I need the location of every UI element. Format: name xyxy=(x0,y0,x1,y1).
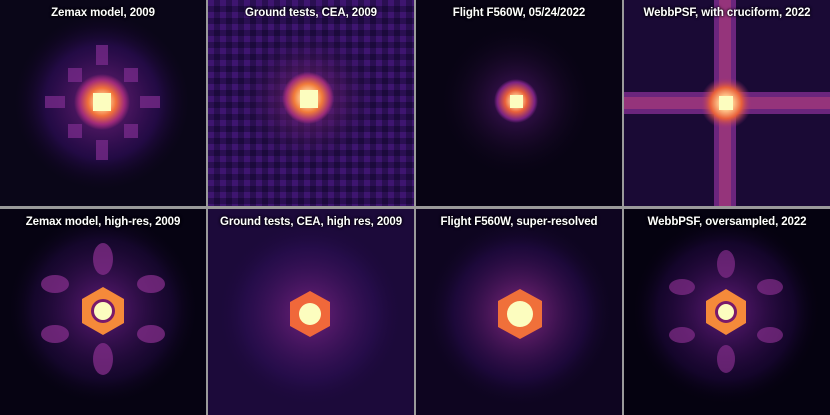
psf-image-ground-tests xyxy=(208,0,414,206)
psf-image-webbpsf-cruciform xyxy=(624,0,830,206)
panel-title: Zemax model, 2009 xyxy=(51,7,155,19)
psf-image-webbpsf-oversampled xyxy=(624,209,830,415)
panel-title: Ground tests, CEA, high res, 2009 xyxy=(219,216,403,228)
panel-title: WebbPSF, oversampled, 2022 xyxy=(647,216,807,228)
panel-zemax-model: Zemax model, 2009 xyxy=(0,0,206,206)
psf-image-flight xyxy=(416,0,622,206)
panel-title: Flight F560W, super-resolved xyxy=(440,216,598,228)
panel-ground-tests-high-res: Ground tests, CEA, high res, 2009 xyxy=(208,209,414,415)
panel-title: Zemax model, high-res, 2009 xyxy=(25,216,181,228)
panel-title: Ground tests, CEA, 2009 xyxy=(245,7,377,19)
panel-zemax-high-res: Zemax model, high-res, 2009 xyxy=(0,209,206,415)
psf-image-zemax-high-res xyxy=(0,209,206,415)
panel-flight-super-resolved: Flight F560W, super-resolved xyxy=(416,209,622,415)
psf-image-zemax xyxy=(0,0,206,206)
panel-title: WebbPSF, with cruciform, 2022 xyxy=(643,7,811,19)
panel-webbpsf-cruciform: WebbPSF, with cruciform, 2022 xyxy=(624,0,830,206)
panel-ground-tests: Ground tests, CEA, 2009 xyxy=(208,0,414,206)
panel-flight-f560w: Flight F560W, 05/24/2022 xyxy=(416,0,622,206)
panel-webbpsf-oversampled: WebbPSF, oversampled, 2022 xyxy=(624,209,830,415)
panel-title: Flight F560W, 05/24/2022 xyxy=(452,7,586,19)
psf-image-flight-super-resolved xyxy=(416,209,622,415)
psf-image-ground-tests-high-res xyxy=(208,209,414,415)
